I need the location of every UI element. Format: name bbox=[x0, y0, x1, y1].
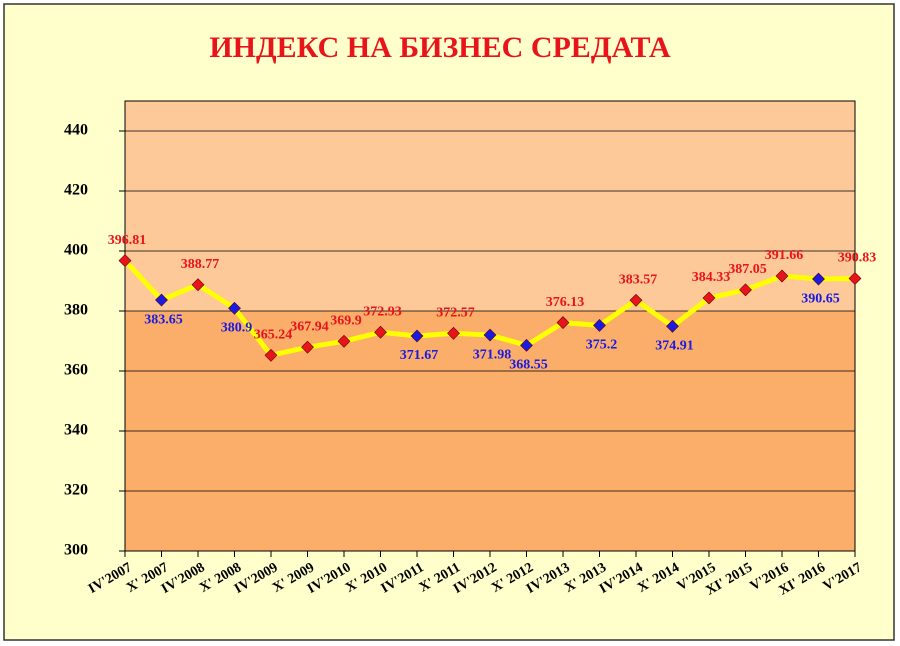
point-marker bbox=[191, 278, 205, 292]
y-tick-label: 380 bbox=[64, 302, 88, 319]
point-marker bbox=[775, 269, 789, 283]
data-label: 372.57 bbox=[436, 306, 475, 321]
point-marker bbox=[702, 291, 716, 305]
data-label: 374.91 bbox=[655, 338, 694, 353]
data-label: 384.33 bbox=[692, 270, 731, 285]
point-marker bbox=[483, 328, 497, 342]
point-marker bbox=[812, 272, 825, 286]
point-marker bbox=[301, 340, 314, 354]
data-label: 367.94 bbox=[290, 319, 329, 334]
point-marker bbox=[447, 326, 460, 340]
point-marker bbox=[337, 334, 351, 348]
data-label: 380.9 bbox=[221, 321, 253, 336]
y-tick-label: 420 bbox=[64, 182, 88, 199]
data-label: 387.05 bbox=[728, 262, 767, 277]
data-label: 375.2 bbox=[586, 338, 618, 353]
point-marker bbox=[520, 338, 533, 352]
point-marker bbox=[848, 272, 862, 285]
y-tick-label: 320 bbox=[64, 482, 88, 499]
data-label: 396.81 bbox=[108, 233, 147, 248]
data-label: 388.77 bbox=[181, 257, 220, 272]
y-tick-label: 300 bbox=[64, 542, 88, 559]
chart-title: ИНДЕКС НА БИЗНЕС СРЕДАТА bbox=[209, 31, 671, 64]
y-tick-label: 340 bbox=[64, 422, 88, 439]
point-marker bbox=[666, 319, 679, 333]
data-label: 372.93 bbox=[363, 304, 402, 319]
point-marker bbox=[264, 348, 278, 362]
point-marker bbox=[155, 293, 168, 307]
y-tick-label: 400 bbox=[64, 242, 88, 259]
data-label: 368.55 bbox=[509, 358, 548, 373]
data-label: 371.67 bbox=[400, 348, 439, 363]
data-label: 371.98 bbox=[473, 347, 512, 362]
data-label: 390.83 bbox=[838, 251, 877, 266]
point-marker bbox=[629, 293, 643, 307]
point-marker bbox=[593, 318, 606, 332]
point-marker bbox=[228, 301, 241, 315]
data-label: 376.13 bbox=[546, 295, 585, 310]
point-marker bbox=[118, 254, 132, 267]
point-marker bbox=[739, 283, 752, 297]
point-marker bbox=[410, 329, 424, 343]
data-label: 383.65 bbox=[144, 312, 183, 327]
data-label: 390.65 bbox=[801, 291, 840, 306]
point-marker bbox=[556, 316, 570, 330]
data-label: 365.24 bbox=[254, 327, 293, 342]
point-marker bbox=[374, 325, 387, 339]
y-tick-label: 360 bbox=[64, 362, 88, 379]
data-label: 383.57 bbox=[619, 273, 658, 288]
data-label: 391.66 bbox=[765, 248, 804, 263]
y-tick-label: 440 bbox=[64, 122, 88, 139]
data-label: 369.9 bbox=[330, 314, 362, 329]
